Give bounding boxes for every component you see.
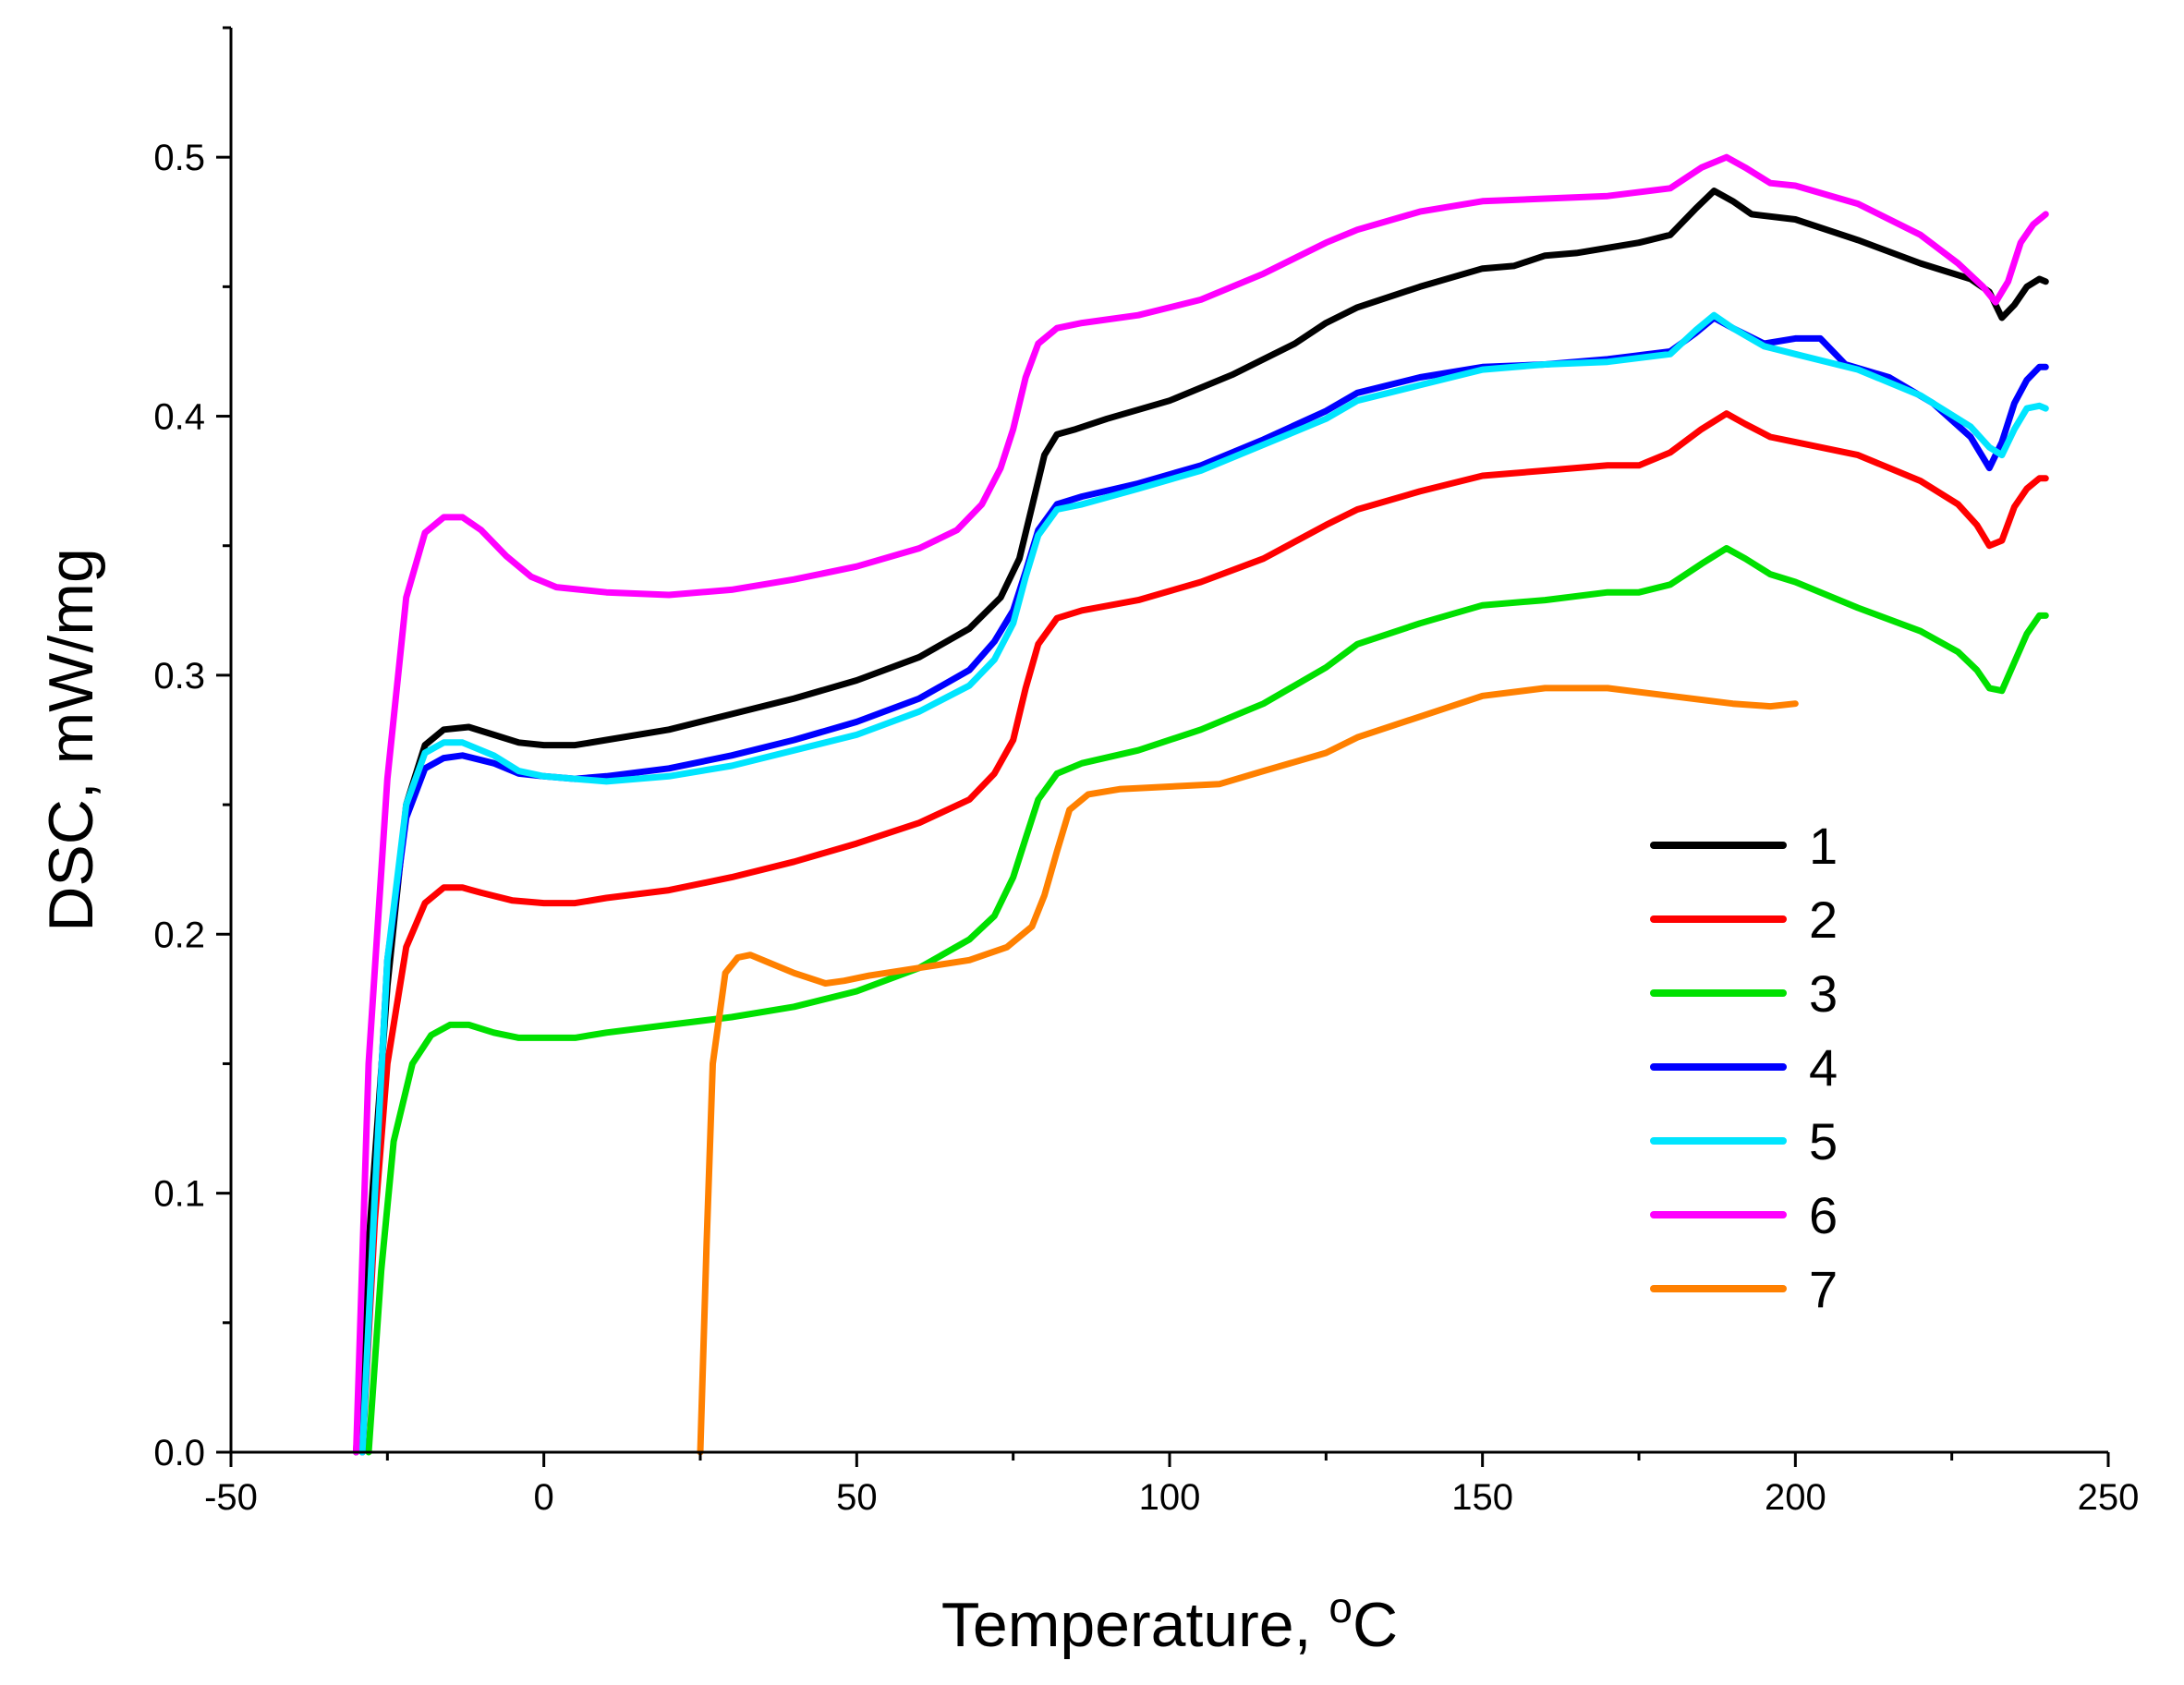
y-tick-label: 0.3 [153, 656, 205, 697]
plot-area [353, 153, 2049, 1456]
x-tick-label: 0 [534, 1477, 554, 1518]
x-tick-label: 250 [2078, 1477, 2140, 1518]
x-axis-title: Temperature, oC [941, 1583, 1398, 1660]
x-tick-label: 200 [1765, 1477, 1826, 1518]
legend-label-7: 7 [1809, 1260, 1838, 1318]
x-tick-label: 150 [1451, 1477, 1513, 1518]
x-axis-title-text: Temperature, [941, 1590, 1329, 1660]
series-line-3 [365, 545, 2049, 1456]
x-tick-label: 100 [1139, 1477, 1201, 1518]
y-tick-label: 0.1 [153, 1174, 205, 1215]
series-line-2 [358, 410, 2049, 1456]
legend-label-2: 2 [1809, 891, 1838, 949]
y-tick-label: 0.5 [153, 138, 205, 178]
x-tick-label: -50 [204, 1477, 258, 1518]
legend-label-5: 5 [1809, 1112, 1838, 1170]
y-tick-label: 0.2 [153, 915, 205, 955]
series-line-6 [353, 153, 2049, 1456]
legend: 1 2 3 4 5 6 7 [1650, 817, 1838, 1318]
series-line-7 [697, 685, 1799, 1456]
legend-label-1: 1 [1809, 817, 1838, 875]
legend-label-6: 6 [1809, 1186, 1838, 1244]
x-tick-label: 50 [836, 1477, 878, 1518]
x-axis-ticks: -50 0 50 100 150 200 250 [204, 1452, 2139, 1518]
series-line-1 [353, 188, 2049, 1456]
series-line-5 [358, 311, 2049, 1456]
y-axis-ticks: 0.0 0.1 0.2 0.3 0.4 0.5 [153, 26, 231, 1473]
legend-label-4: 4 [1809, 1038, 1838, 1097]
series-line-4 [358, 314, 2049, 1456]
y-axis-title: DSC, mW/mg [36, 548, 106, 932]
legend-label-3: 3 [1809, 964, 1838, 1023]
x-axis-title-unit: C [1353, 1590, 1398, 1660]
y-tick-label: 0.0 [153, 1433, 205, 1473]
x-axis-title-sup: o [1329, 1583, 1353, 1631]
y-tick-label: 0.4 [153, 397, 205, 438]
